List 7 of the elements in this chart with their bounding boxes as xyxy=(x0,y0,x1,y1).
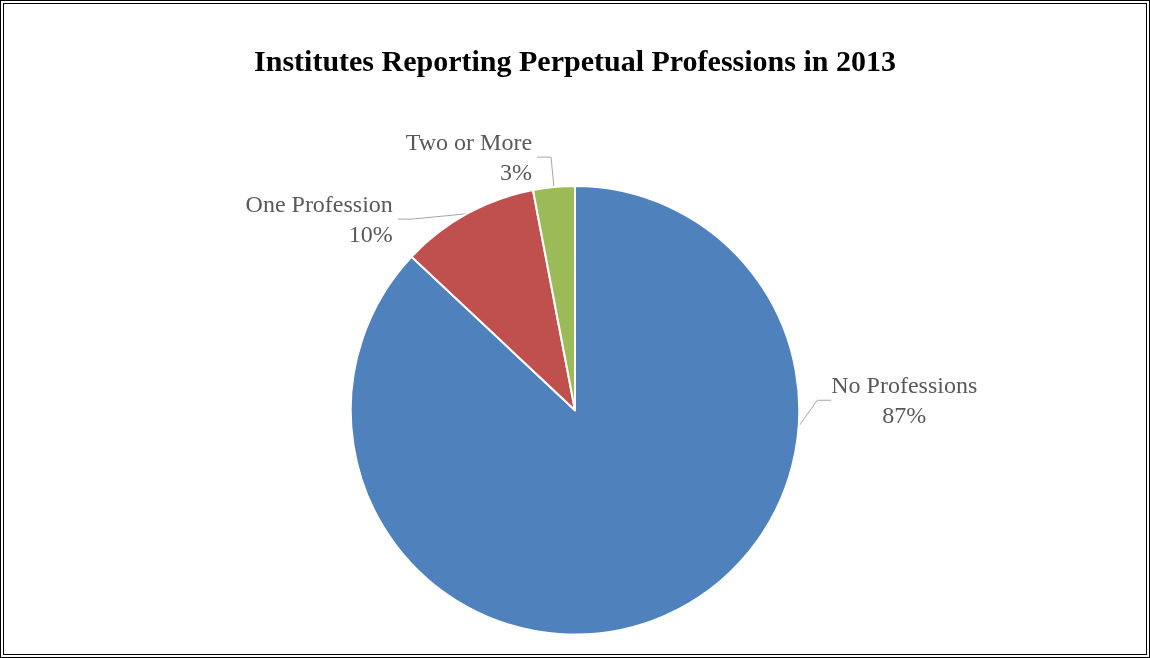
data-label: 10% xyxy=(348,221,393,248)
chart-title: Institutes Reporting Perpetual Professions in 2013 xyxy=(254,43,896,77)
slice-label: No Professions xyxy=(831,372,978,399)
data-label: 3% xyxy=(500,159,533,186)
data-label: 87% xyxy=(882,402,927,429)
slice-label: Two or More xyxy=(405,129,533,156)
slice-label: One Profession xyxy=(245,191,393,218)
